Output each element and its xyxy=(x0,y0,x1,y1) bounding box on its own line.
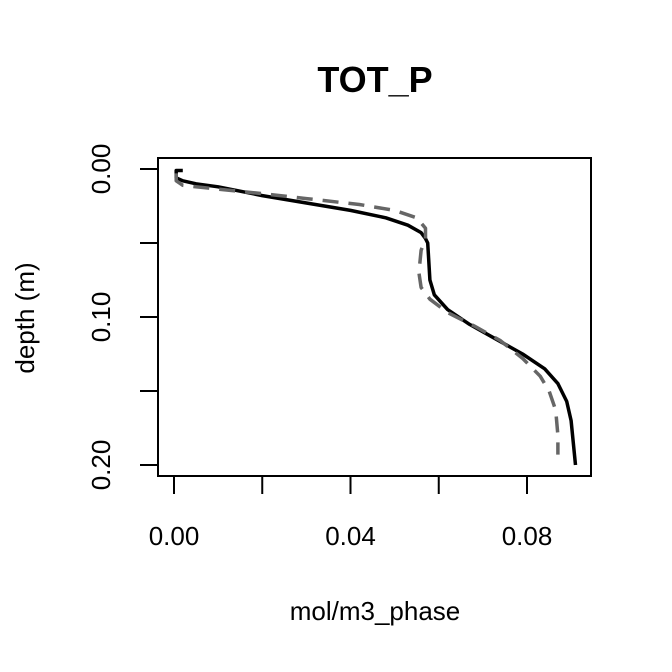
y-tick-label: 0.10 xyxy=(86,292,116,343)
x-tick-label: 0.08 xyxy=(502,521,553,551)
y-axis-label: depth (m) xyxy=(10,262,40,373)
series-layer xyxy=(174,168,578,466)
x-axis: 0.00 0.04 0.08 xyxy=(149,475,553,551)
y-tick-label: 0.00 xyxy=(86,144,116,195)
x-tick-label: 0.00 xyxy=(149,521,200,551)
y-axis: 0.00 0.10 0.20 xyxy=(86,144,159,491)
y-tick-label: 0.20 xyxy=(86,440,116,491)
series-line-dashed xyxy=(174,173,560,455)
x-tick-label: 0.04 xyxy=(325,521,376,551)
chart-title: TOT_P xyxy=(317,59,432,100)
x-axis-label: mol/m3_phase xyxy=(290,596,461,626)
series-line-solid xyxy=(174,168,578,466)
